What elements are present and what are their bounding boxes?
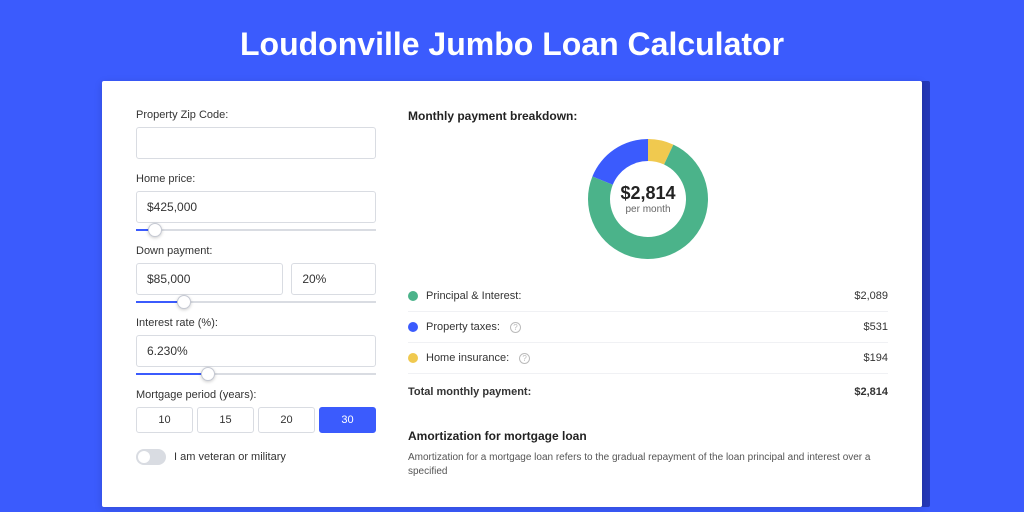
donut-chart: $2,814 per month bbox=[584, 135, 712, 263]
down-input[interactable] bbox=[136, 263, 283, 295]
rate-slider[interactable] bbox=[136, 373, 376, 375]
total-label: Total monthly payment: bbox=[408, 386, 531, 398]
rate-field: Interest rate (%): bbox=[136, 317, 376, 375]
breakdown-title: Monthly payment breakdown: bbox=[408, 109, 888, 123]
price-slider-thumb[interactable] bbox=[148, 223, 162, 237]
breakdown-column: Monthly payment breakdown: $2,814 per mo… bbox=[408, 109, 888, 479]
rate-slider-thumb[interactable] bbox=[201, 367, 215, 381]
veteran-row: I am veteran or military bbox=[136, 449, 376, 465]
amortization-title: Amortization for mortgage loan bbox=[408, 429, 888, 443]
form-column: Property Zip Code: Home price: Down paym… bbox=[136, 109, 376, 479]
zip-input[interactable] bbox=[136, 127, 376, 159]
legend-value: $194 bbox=[864, 352, 888, 364]
period-btn-20[interactable]: 20 bbox=[258, 407, 315, 433]
page-title: Loudonville Jumbo Loan Calculator bbox=[0, 0, 1024, 81]
legend-value: $2,089 bbox=[854, 290, 888, 302]
donut-chart-wrap: $2,814 per month bbox=[408, 135, 888, 263]
period-btn-30[interactable]: 30 bbox=[319, 407, 376, 433]
rate-input[interactable] bbox=[136, 335, 376, 367]
price-input[interactable] bbox=[136, 191, 376, 223]
down-slider-thumb[interactable] bbox=[177, 295, 191, 309]
amortization-section: Amortization for mortgage loan Amortizat… bbox=[408, 429, 888, 479]
price-slider[interactable] bbox=[136, 229, 376, 231]
legend-value: $531 bbox=[864, 321, 888, 333]
down-field: Down payment: bbox=[136, 245, 376, 303]
legend-dot-icon bbox=[408, 353, 418, 363]
total-value: $2,814 bbox=[854, 386, 888, 398]
legend-row: Property taxes:? $531 bbox=[408, 312, 888, 343]
zip-field: Property Zip Code: bbox=[136, 109, 376, 159]
legend-row: Home insurance:? $194 bbox=[408, 343, 888, 374]
price-label: Home price: bbox=[136, 173, 376, 185]
info-icon[interactable]: ? bbox=[519, 353, 530, 364]
legend-label: Property taxes: bbox=[426, 321, 500, 333]
info-icon[interactable]: ? bbox=[510, 322, 521, 333]
donut-sub: per month bbox=[625, 204, 670, 215]
legend-row: Principal & Interest: $2,089 bbox=[408, 281, 888, 312]
veteran-label: I am veteran or military bbox=[174, 451, 286, 463]
period-label: Mortgage period (years): bbox=[136, 389, 376, 401]
period-btn-10[interactable]: 10 bbox=[136, 407, 193, 433]
period-btn-15[interactable]: 15 bbox=[197, 407, 254, 433]
legend-label: Principal & Interest: bbox=[426, 290, 521, 302]
legend-label: Home insurance: bbox=[426, 352, 509, 364]
legend-dot-icon bbox=[408, 291, 418, 301]
toggle-thumb-icon bbox=[138, 451, 150, 463]
veteran-toggle[interactable] bbox=[136, 449, 166, 465]
total-row: Total monthly payment: $2,814 bbox=[408, 374, 888, 407]
down-slider[interactable] bbox=[136, 301, 376, 303]
period-field: Mortgage period (years): 10152030 bbox=[136, 389, 376, 433]
legend-list: Principal & Interest: $2,089 Property taxe… bbox=[408, 281, 888, 374]
amortization-text: Amortization for a mortgage loan refers … bbox=[408, 451, 888, 479]
zip-label: Property Zip Code: bbox=[136, 109, 376, 121]
down-pct-input[interactable] bbox=[291, 263, 376, 295]
donut-amount: $2,814 bbox=[620, 183, 675, 204]
calculator-panel: Property Zip Code: Home price: Down paym… bbox=[102, 81, 922, 507]
legend-dot-icon bbox=[408, 322, 418, 332]
down-label: Down payment: bbox=[136, 245, 376, 257]
price-field: Home price: bbox=[136, 173, 376, 231]
rate-label: Interest rate (%): bbox=[136, 317, 376, 329]
